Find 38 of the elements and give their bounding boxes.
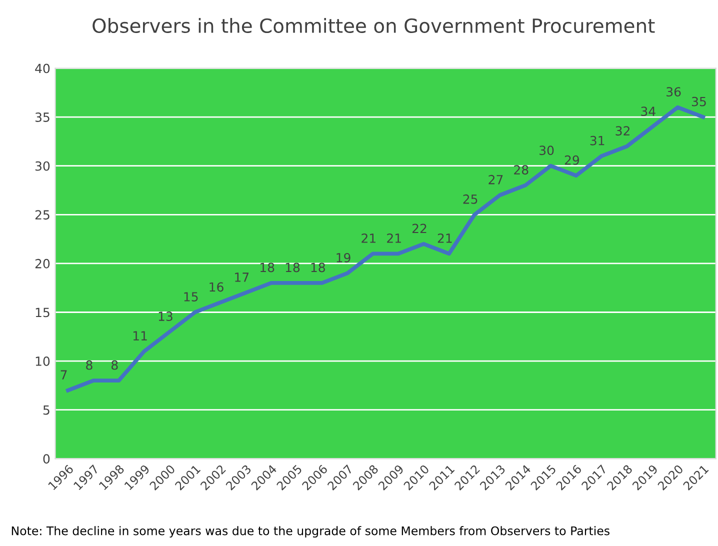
data-label: 18 — [286, 262, 300, 272]
data-label: 19 — [336, 252, 350, 262]
y-tick-label: 5 — [43, 405, 50, 415]
data-label: 21 — [438, 233, 452, 243]
y-tick-label: 30 — [35, 161, 50, 171]
data-label: 8 — [112, 360, 118, 370]
data-label: 34 — [641, 106, 656, 116]
data-label: 30 — [540, 146, 554, 156]
chart-title: Observers in the Committee on Government Procurement — [92, 18, 655, 34]
y-tick-label: 35 — [35, 112, 50, 122]
y-tick-label: 0 — [43, 454, 50, 464]
data-label: 15 — [184, 292, 198, 302]
data-label: 28 — [514, 165, 528, 175]
data-label: 18 — [311, 262, 325, 272]
data-label: 7 — [60, 370, 67, 380]
data-label: 11 — [133, 331, 147, 340]
data-label: 25 — [463, 194, 478, 204]
line-series — [66, 105, 706, 392]
y-tick-label: 10 — [36, 356, 50, 366]
data-label: 31 — [590, 136, 604, 146]
data-label: 8 — [86, 360, 92, 370]
y-tick-label: 20 — [35, 258, 50, 268]
data-label: 27 — [488, 174, 503, 184]
text: Note: The decline in some years was due to the upgrade of some Members from Observers to Parties — [12, 526, 610, 538]
data-label: 18 — [260, 262, 274, 272]
data-label: 21 — [362, 233, 376, 243]
data-label: 29 — [564, 155, 580, 165]
y-tick-label: 25 — [35, 210, 50, 220]
data-label: 22 — [412, 224, 426, 233]
y-tick-label: 15 — [36, 308, 50, 318]
y-tick-label: 40 — [35, 64, 50, 74]
data-label: 17 — [235, 272, 249, 282]
data-label: 36 — [666, 87, 681, 97]
data-label: 32 — [616, 126, 630, 136]
data-label: 13 — [158, 312, 172, 322]
data-label: 21 — [387, 233, 401, 243]
data-label: 16 — [210, 282, 224, 292]
data-label: 35 — [692, 96, 706, 106]
